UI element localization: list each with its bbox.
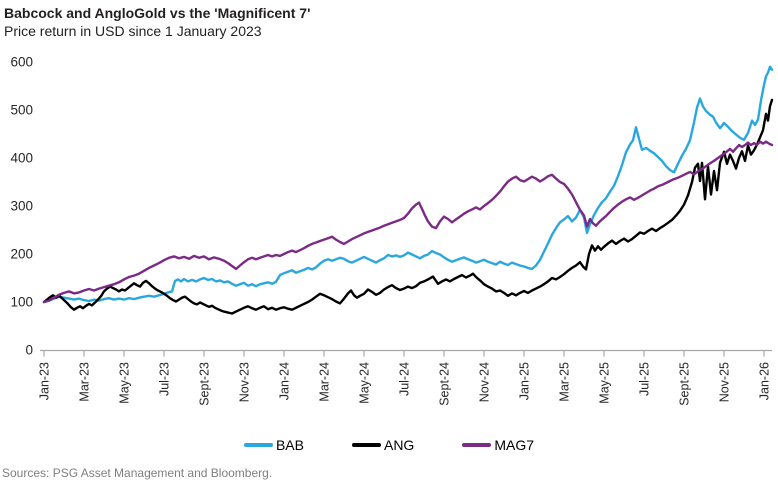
y-axis-tick-label: 200 xyxy=(10,247,33,262)
x-axis-tick-label: Sept-23 xyxy=(198,362,212,406)
x-axis-tick-label: Jan-25 xyxy=(518,362,532,400)
x-axis-tick-label: Sept-25 xyxy=(678,362,692,406)
y-axis-tick-label: 300 xyxy=(10,199,33,214)
x-axis-tick-label: Jul-25 xyxy=(638,362,652,396)
chart-title: Babcock and AngloGold vs the 'Magnificen… xyxy=(4,5,311,21)
x-axis-tick-label: Mar-25 xyxy=(558,362,572,402)
source-attribution: Sources: PSG Asset Management and Bloomb… xyxy=(2,466,273,480)
legend-item-bab: BAB xyxy=(243,437,304,453)
x-axis-tick-label: Jan-26 xyxy=(758,362,772,400)
x-axis-tick-label: Nov-23 xyxy=(238,362,252,402)
chart-subtitle: Price return in USD since 1 January 2023 xyxy=(4,23,262,39)
y-axis-tick-label: 100 xyxy=(10,295,33,310)
y-axis-tick-label: 400 xyxy=(10,151,33,166)
x-axis-tick-label: Sept-24 xyxy=(438,362,452,406)
x-axis-tick-label: Mar-24 xyxy=(318,362,332,402)
y-axis-tick-label: 500 xyxy=(10,103,33,118)
y-axis-tick-label: 600 xyxy=(10,55,33,70)
legend-swatch-mag7-line xyxy=(462,443,492,447)
x-axis-tick-label: Nov-25 xyxy=(718,362,732,402)
x-axis-tick-label: May-23 xyxy=(118,362,132,404)
y-axis-tick-label: 0 xyxy=(25,343,33,358)
legend-item-ang: ANG xyxy=(351,437,415,453)
x-axis-tick-label: Jul-23 xyxy=(158,362,172,396)
x-axis-tick-label: Mar-23 xyxy=(78,362,92,402)
price-line-chart: Jan-23 Mar-23 May-23 Jul-23 Sept-23 Nov-23 Jan… xyxy=(10,55,774,406)
legend-swatch-ang-line xyxy=(351,443,381,447)
chart-legend: BAB ANG MAG7 xyxy=(0,436,778,454)
x-axis-tick-label: May-25 xyxy=(598,362,612,404)
x-axis-tick-label: Jan-23 xyxy=(38,362,52,400)
legend-swatch-bab-line xyxy=(243,443,273,447)
legend-label-bab: BAB xyxy=(275,437,304,453)
legend-item-mag7: MAG7 xyxy=(462,438,534,452)
series-line-bab xyxy=(42,65,774,304)
legend-label-ang: ANG xyxy=(383,437,415,453)
x-axis-tick-label: Nov-24 xyxy=(478,362,492,402)
x-axis-tick-label: Jan-24 xyxy=(278,362,292,400)
x-axis-tick-label: Jul-24 xyxy=(398,362,412,396)
legend-label-mag7: MAG7 xyxy=(494,437,535,453)
series-line-mag7 xyxy=(42,140,774,304)
series-line-ang xyxy=(42,98,774,315)
x-axis-tick-label: May-24 xyxy=(358,362,372,404)
